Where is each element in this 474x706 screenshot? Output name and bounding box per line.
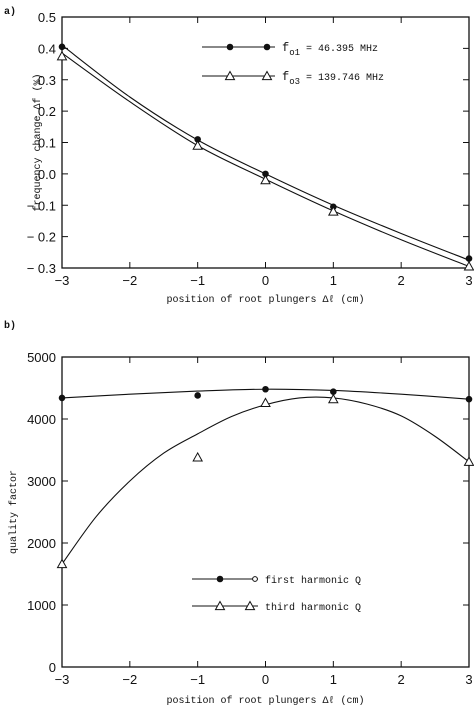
y-tick-label: 2000	[27, 536, 56, 551]
y-tick-label: 0.1	[38, 136, 56, 151]
x-axis-label: position of root plungers Δℓ (cm)	[166, 294, 364, 306]
series-line	[61, 52, 470, 267]
series-1	[58, 385, 473, 403]
data-point	[56, 50, 68, 61]
legend-entry: fo3 = 139.746 MHz	[282, 70, 384, 87]
data-point	[463, 456, 474, 466]
legend-subscript: o1	[289, 48, 300, 58]
y-tick-label: 0.2	[38, 104, 56, 119]
chart-panel-1: a) −3 −2 −1 0 1 2 3 0.5 0.4 0.3 0.2 0.1 0.0 − 0.1 − 0.2…	[4, 6, 474, 306]
x-tick-label: 1	[330, 273, 337, 288]
data-point	[262, 385, 269, 393]
series-line	[61, 396, 470, 565]
data-point	[463, 260, 474, 271]
legend: first harmonic Q third harmonic Q	[192, 575, 361, 614]
y-tick-label: − 0.1	[27, 198, 56, 213]
legend-marker	[224, 70, 236, 81]
legend-subscript: o3	[289, 77, 300, 87]
y-tick-label: 0.4	[38, 41, 56, 56]
legend-marker	[226, 43, 234, 51]
x-tick-label: 0	[262, 273, 269, 288]
legend-marker	[263, 43, 271, 51]
data-point	[56, 558, 68, 569]
y-tick-label: 0.3	[38, 73, 56, 88]
legend-entry: third harmonic Q	[265, 602, 361, 614]
x-tick-label: 3	[465, 672, 472, 687]
legend-value: = 46.395 MHz	[300, 44, 378, 55]
data-point	[192, 451, 204, 462]
y-tick-label: 5000	[27, 350, 56, 365]
x-tick-label: 0	[262, 672, 269, 687]
x-tick-label: 2	[398, 273, 405, 288]
y-tick-label: 4000	[27, 412, 56, 427]
x-tick-label: −3	[55, 672, 70, 687]
panel-label: b)	[4, 320, 16, 332]
data-point	[192, 140, 204, 150]
data-point	[327, 205, 339, 216]
x-tick-label: 1	[330, 672, 337, 687]
x-tick-label: −2	[122, 672, 137, 687]
data-point	[465, 255, 473, 262]
legend-marker	[214, 600, 226, 611]
data-point	[465, 395, 473, 403]
legend-marker	[216, 575, 224, 583]
x-tick-label: −3	[55, 273, 70, 288]
data-point	[260, 174, 271, 185]
data-point	[327, 393, 339, 404]
legend-marker	[252, 576, 258, 582]
chart-panel-2: b) −3 −2 −1 0 1 2 3 5000 4000 3000 2000 1000 0 positio…	[4, 320, 474, 706]
x-tick-label: −2	[122, 273, 137, 288]
x-axis-label: position of root plungers Δℓ (cm)	[166, 695, 364, 706]
series-2	[56, 393, 474, 569]
y-tick-label: − 0.2	[27, 230, 56, 245]
y-tick-label: − 0.3	[27, 261, 56, 276]
y-tick-label: 3000	[27, 474, 56, 489]
y-tick-label: 0	[49, 660, 56, 675]
y-axis-label: quality factor	[8, 470, 20, 554]
y-tick-label: 0.5	[38, 10, 56, 25]
legend-entry: fo1 = 46.395 MHz	[282, 41, 378, 58]
data-point	[58, 43, 66, 51]
x-tick-label: 3	[465, 273, 472, 288]
series-2	[56, 50, 474, 271]
panel-label: a)	[4, 6, 16, 18]
legend-marker	[261, 70, 273, 81]
legend-marker	[244, 600, 256, 611]
legend-symbol: f	[282, 70, 289, 84]
data-point	[260, 397, 271, 407]
data-point	[58, 394, 66, 402]
legend-symbol: f	[282, 41, 289, 55]
plot-frame	[61, 16, 470, 269]
legend-value: = 139.746 MHz	[300, 73, 384, 84]
x-tick-label: −1	[190, 273, 205, 288]
y-axis-label: frequency change Δf (%)	[32, 73, 44, 211]
x-tick-label: 2	[398, 672, 405, 687]
legend-entry: first harmonic Q	[265, 575, 361, 587]
y-tick-label: 1000	[27, 598, 56, 613]
x-tick-label: −1	[190, 672, 205, 687]
y-tick-label: 0.0	[38, 167, 56, 182]
data-point	[194, 392, 201, 399]
